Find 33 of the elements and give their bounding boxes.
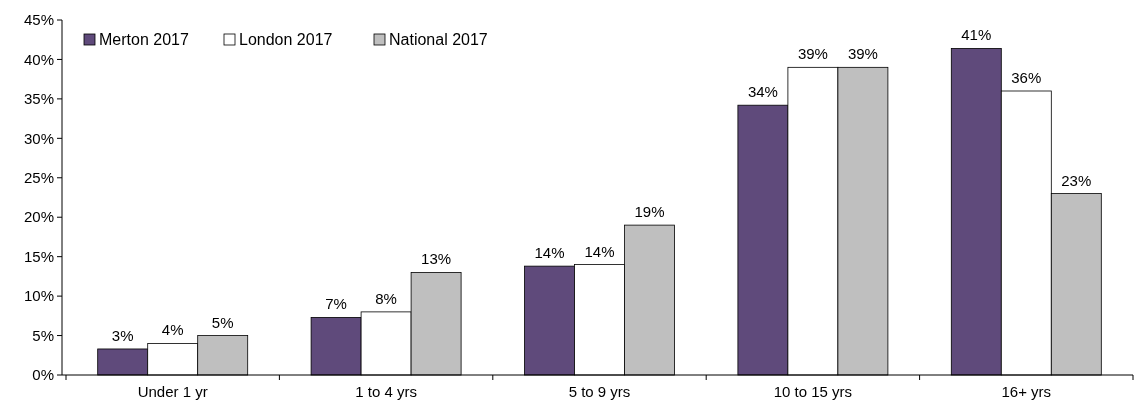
data-label: 5%: [211, 313, 234, 331]
y-tick-label: 45%: [23, 11, 54, 29]
y-tick-label: 15%: [23, 247, 54, 265]
data-label: 4%: [161, 321, 184, 339]
legend-label: Merton 2017: [99, 31, 189, 48]
y-tick-label: 0%: [32, 366, 54, 384]
data-label: 8%: [375, 289, 397, 307]
data-label: 41%: [961, 26, 992, 44]
y-tick-label: 20%: [23, 208, 54, 226]
y-tick-label: 10%: [23, 287, 54, 305]
data-label: 14%: [534, 244, 565, 262]
x-tick-label: 10 to 15 yrs: [773, 383, 853, 400]
x-tick-label: 5 to 9 yrs: [568, 383, 631, 400]
legend-label: London 2017: [239, 31, 333, 48]
data-label: 36%: [1011, 69, 1042, 86]
data-label: 19%: [634, 203, 665, 221]
data-label: 23%: [1061, 171, 1092, 189]
y-tick-label: 30%: [23, 129, 54, 147]
data-label: 7%: [325, 295, 347, 313]
data-label: 13%: [421, 250, 452, 268]
data-label: 39%: [847, 45, 878, 63]
data-label: 39%: [797, 45, 828, 63]
x-tick-label: 16+ yrs: [1001, 383, 1052, 400]
x-tick-label: Under 1 yr: [137, 383, 208, 400]
y-tick-label: 35%: [23, 90, 54, 108]
y-tick-label: 25%: [23, 169, 54, 187]
y-tick-label: 5%: [32, 326, 54, 344]
x-tick-label: 1 to 4 yrs: [355, 383, 417, 400]
data-label: 34%: [747, 83, 778, 101]
y-tick-label: 40%: [23, 50, 54, 68]
legend-label: National 2017: [389, 31, 488, 48]
data-label: 14%: [584, 242, 615, 260]
data-label: 3%: [111, 326, 134, 344]
